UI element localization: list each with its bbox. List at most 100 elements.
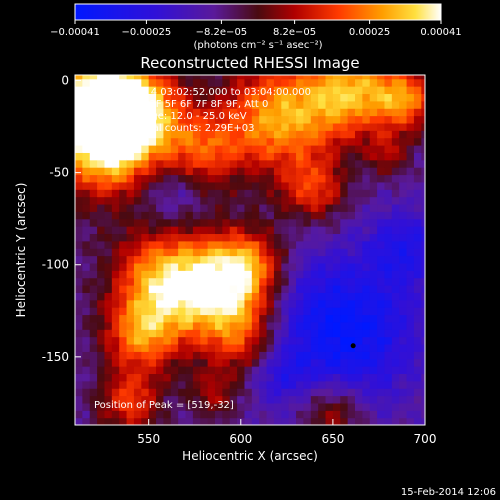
heatmap-cell bbox=[399, 380, 408, 389]
heatmap-cell bbox=[303, 292, 312, 301]
heatmap-cell bbox=[406, 388, 415, 397]
heatmap-cell bbox=[215, 233, 223, 242]
heatmap-cell bbox=[178, 321, 187, 330]
heatmap-cell bbox=[259, 395, 268, 404]
heatmap-cell bbox=[192, 226, 201, 235]
heatmap-cell bbox=[207, 93, 216, 102]
heatmap-cell bbox=[215, 388, 223, 397]
heatmap-cell bbox=[421, 203, 425, 212]
heatmap-cell bbox=[126, 270, 135, 279]
heatmap-cell bbox=[288, 174, 297, 183]
heatmap-cell bbox=[332, 115, 341, 124]
heatmap-cell bbox=[178, 373, 187, 382]
heatmap-cell bbox=[119, 108, 128, 117]
x-tick-label: 600 bbox=[229, 432, 252, 446]
heatmap-cell bbox=[207, 159, 216, 168]
heatmap-cell bbox=[163, 108, 172, 117]
heatmap-cell bbox=[237, 358, 246, 367]
heatmap-cell bbox=[222, 174, 231, 183]
heatmap-cell bbox=[170, 203, 179, 212]
heatmap-cell bbox=[156, 93, 165, 102]
heatmap-cell bbox=[185, 366, 194, 375]
heatmap-cell bbox=[406, 299, 415, 308]
heatmap-cell bbox=[288, 292, 297, 301]
heatmap-cell bbox=[163, 218, 172, 227]
heatmap-cell bbox=[384, 93, 393, 102]
heatmap-cell bbox=[251, 366, 260, 375]
heatmap-cell bbox=[97, 248, 106, 257]
heatmap-cell bbox=[266, 240, 275, 249]
heatmap-cell bbox=[156, 115, 165, 124]
heatmap-cell bbox=[192, 262, 201, 271]
heatmap-cell bbox=[384, 255, 393, 264]
heatmap-cell bbox=[75, 122, 83, 131]
heatmap-cell bbox=[215, 211, 223, 220]
heatmap-cell bbox=[377, 159, 386, 168]
heatmap-cell bbox=[148, 299, 157, 308]
heatmap-cell bbox=[355, 307, 363, 316]
heatmap-cell bbox=[178, 130, 187, 139]
heatmap-cell bbox=[251, 211, 260, 220]
heatmap-cell bbox=[229, 159, 238, 168]
heatmap-cell bbox=[163, 181, 172, 190]
heatmap-cell bbox=[148, 86, 157, 95]
heatmap-cell bbox=[288, 130, 297, 139]
heatmap-cell bbox=[369, 152, 378, 161]
heatmap-cell bbox=[332, 240, 341, 249]
heatmap-cell bbox=[104, 226, 113, 235]
heatmap-cell bbox=[178, 100, 187, 109]
heatmap-cell bbox=[126, 100, 135, 109]
heatmap-cell bbox=[237, 78, 246, 87]
heatmap-cell bbox=[200, 402, 209, 411]
heatmap-cell bbox=[377, 122, 386, 131]
heatmap-cell bbox=[332, 218, 341, 227]
heatmap-cell bbox=[156, 167, 165, 176]
heatmap-cell bbox=[178, 299, 187, 308]
heatmap-cell bbox=[148, 373, 157, 382]
heatmap-cell bbox=[259, 351, 268, 360]
heatmap-cell bbox=[259, 203, 268, 212]
heatmap-cell bbox=[399, 211, 408, 220]
heatmap-cell bbox=[406, 203, 415, 212]
heatmap-cell bbox=[325, 314, 334, 323]
heatmap-cell bbox=[244, 410, 253, 419]
heatmap-cell bbox=[126, 402, 135, 411]
heatmap-cell bbox=[362, 343, 371, 352]
heatmap-cell bbox=[332, 417, 341, 425]
heatmap-cell bbox=[318, 285, 327, 293]
heatmap-cell bbox=[288, 255, 297, 264]
heatmap-cell bbox=[222, 203, 231, 212]
heatmap-cell bbox=[229, 145, 238, 153]
heatmap-cell bbox=[119, 380, 128, 389]
heatmap-cell bbox=[215, 277, 223, 286]
heatmap-cell bbox=[222, 255, 231, 264]
heatmap-cell bbox=[104, 233, 113, 242]
heatmap-cell bbox=[362, 226, 371, 235]
heatmap-cell bbox=[413, 248, 422, 257]
heatmap-cell bbox=[89, 277, 98, 286]
heatmap-cell bbox=[207, 218, 216, 227]
heatmap-cell bbox=[332, 388, 341, 397]
heatmap-cell bbox=[119, 159, 128, 168]
heatmap-cell bbox=[170, 86, 179, 95]
heatmap-cell bbox=[296, 159, 305, 168]
heatmap-cell bbox=[244, 255, 253, 264]
heatmap-cell bbox=[281, 277, 290, 286]
heatmap-cell bbox=[288, 159, 297, 168]
heatmap-cell bbox=[362, 358, 371, 367]
heatmap-cell bbox=[266, 218, 275, 227]
heatmap-cell bbox=[251, 410, 260, 419]
heatmap-cell bbox=[207, 167, 216, 176]
heatmap-cell bbox=[119, 115, 128, 124]
heatmap-cell bbox=[97, 343, 106, 352]
heatmap-cell bbox=[200, 255, 209, 264]
heatmap-cell bbox=[399, 152, 408, 161]
heatmap-cell bbox=[355, 270, 363, 279]
heatmap-cell bbox=[97, 262, 106, 271]
heatmap-cell bbox=[207, 270, 216, 279]
heatmap-cell bbox=[185, 174, 194, 183]
heatmap-cell bbox=[126, 211, 135, 220]
heatmap-cell bbox=[75, 314, 83, 323]
heatmap-cell bbox=[318, 343, 327, 352]
heatmap-cell bbox=[111, 196, 120, 205]
